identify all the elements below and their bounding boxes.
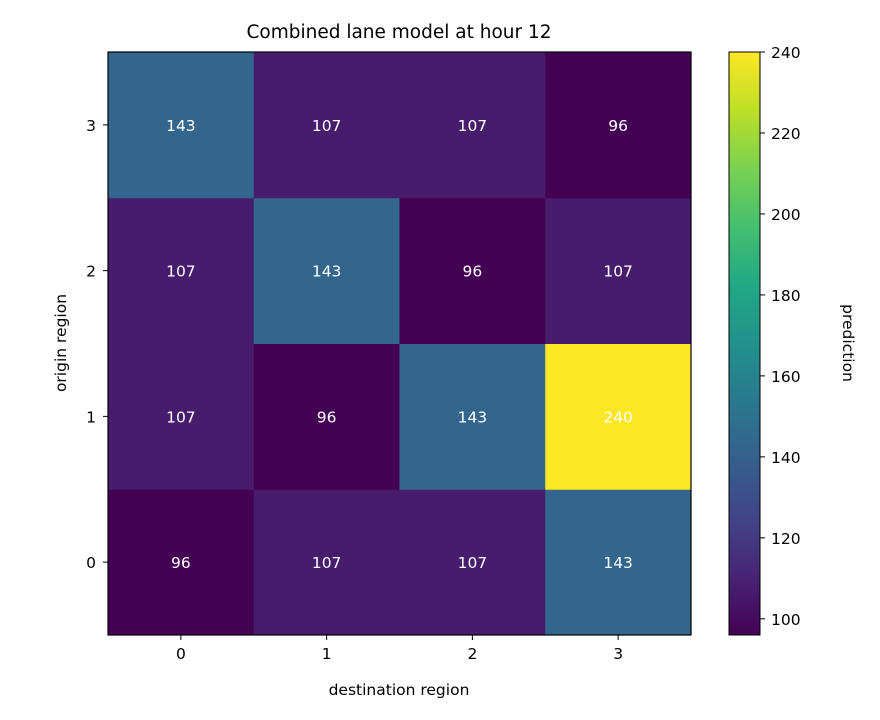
cell-value-label: 96 <box>463 263 483 281</box>
x-tick-label: 1 <box>322 645 332 663</box>
y-tick-label: 0 <box>86 554 96 572</box>
cell-value-label: 143 <box>603 554 633 572</box>
x-axis-label: destination region <box>329 681 470 699</box>
y-axis-label: origin region <box>52 294 70 392</box>
heatmap-cell <box>108 489 255 636</box>
cell-value-label: 107 <box>603 263 633 281</box>
heatmap-cell <box>253 489 400 636</box>
y-axis-ticks: 0 1 2 3 <box>86 117 108 572</box>
cell-value-label: 96 <box>608 117 628 135</box>
cell-value-label: 107 <box>166 408 196 426</box>
cell-value-label: 143 <box>458 408 488 426</box>
colorbar-tick-label: 160 <box>771 368 801 386</box>
chart-title: Combined lane model at hour 12 <box>246 22 551 43</box>
y-tick-label: 3 <box>86 117 96 135</box>
cell-value-label: 96 <box>171 554 191 572</box>
cell-value-label: 107 <box>312 554 342 572</box>
heatmap-cell <box>399 343 546 490</box>
cell-value-label: 107 <box>458 117 488 135</box>
y-tick-label: 2 <box>86 263 96 281</box>
colorbar <box>728 51 761 636</box>
heatmap-cell <box>545 343 692 490</box>
x-tick-label: 3 <box>613 645 623 663</box>
cell-value-label: 107 <box>312 117 342 135</box>
cell-value-label: 240 <box>603 408 633 426</box>
colorbar-tick-label: 200 <box>771 206 801 224</box>
heatmap-cell <box>399 197 546 344</box>
heatmap-cell <box>253 52 400 199</box>
heatmap-cells: 96 107 107 143 107 96 143 240 107 143 96 107 143 107 1… <box>108 52 692 636</box>
x-tick-label: 0 <box>176 645 186 663</box>
colorbar-tick-label: 220 <box>771 125 801 143</box>
heatmap-cell <box>545 197 692 344</box>
heatmap-cell <box>108 197 255 344</box>
plot-frame <box>107 51 692 636</box>
colorbar-tick-label: 240 <box>771 44 801 62</box>
heatmap-cell <box>545 489 692 636</box>
cell-value-label: 107 <box>458 554 488 572</box>
cell-value-label: 96 <box>317 408 337 426</box>
cell-value-label: 143 <box>166 117 196 135</box>
heatmap-cell <box>253 343 400 490</box>
heatmap-cell <box>253 197 400 344</box>
x-tick-label: 2 <box>467 645 477 663</box>
colorbar-tick-label: 140 <box>771 449 801 467</box>
heatmap-cell <box>399 489 546 636</box>
colorbar-label: prediction <box>839 304 857 382</box>
heatmap-cell <box>108 52 255 199</box>
colorbar-tick-label: 120 <box>771 530 801 548</box>
heatmap-cell <box>108 343 255 490</box>
colorbar-tick-label: 180 <box>771 287 801 305</box>
cell-value-label: 107 <box>166 263 196 281</box>
y-tick-label: 1 <box>86 408 96 426</box>
x-axis-ticks: 0 1 2 3 <box>176 635 623 663</box>
heatmap-cell <box>545 52 692 199</box>
colorbar-tick-label: 100 <box>771 611 801 629</box>
cell-value-label: 143 <box>312 263 342 281</box>
colorbar-ticks: 100 120 140 160 180 200 220 240 <box>760 44 801 629</box>
heatmap-cell <box>399 52 546 199</box>
